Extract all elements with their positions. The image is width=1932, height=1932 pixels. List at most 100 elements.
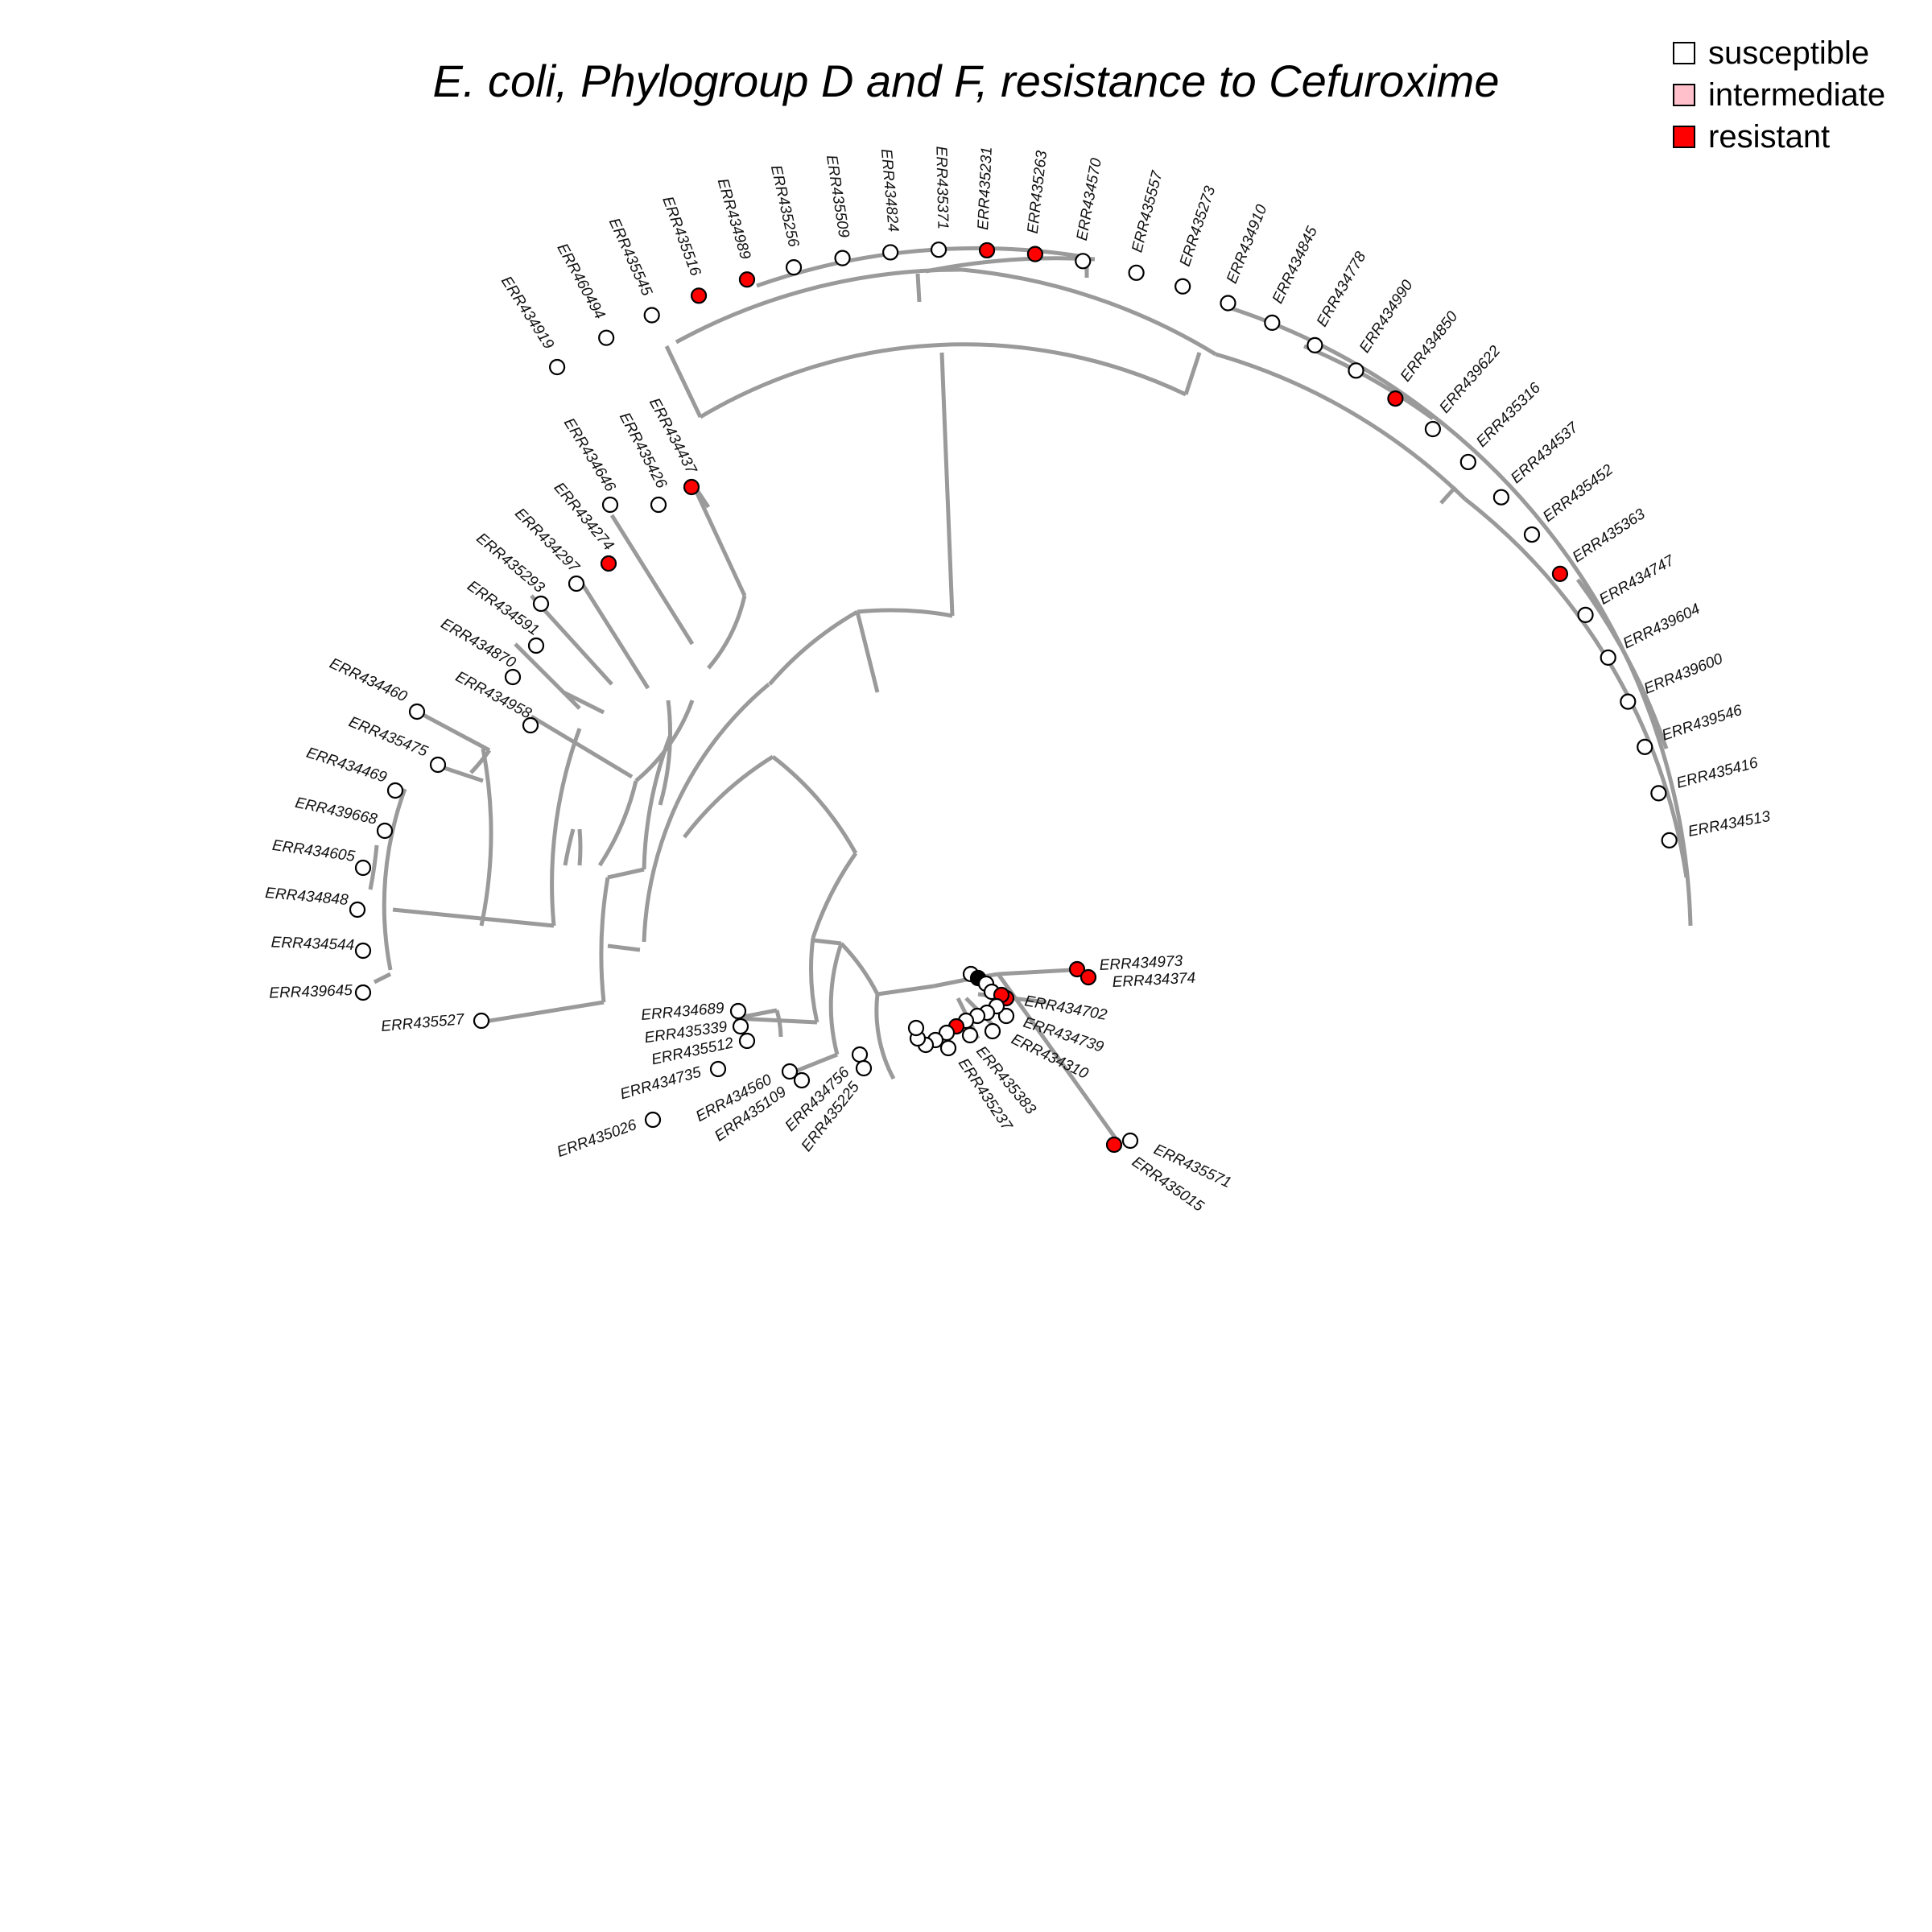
tip-marker-err435512: [738, 1032, 756, 1050]
legend-item-intermediate: intermediate: [1673, 74, 1885, 116]
tip-label-err439622: ERR439622: [1436, 342, 1504, 416]
tip-label-err434460: ERR434460: [327, 655, 410, 706]
tip-label-err435231: ERR435231: [975, 147, 996, 230]
legend-label-resistant: resistant: [1708, 118, 1831, 155]
tip-marker-err439604: [1600, 649, 1616, 666]
tip-label-err435273: ERR435273: [1177, 184, 1220, 268]
tip-marker-err435416: [1650, 785, 1667, 802]
tip-marker-err435109: [793, 1071, 811, 1089]
tip-label-err439604: ERR439604: [1620, 601, 1703, 652]
tip-label-err434778: ERR434778: [1314, 249, 1370, 330]
tip-marker-err434310: [984, 1022, 1001, 1040]
legend: susceptible intermediate resistant: [1673, 32, 1885, 158]
tip-marker-err434850: [1387, 390, 1404, 407]
tip-marker-err434989: [738, 271, 756, 288]
tip-label-err439600: ERR439600: [1641, 650, 1725, 698]
tip-label-err434570: ERR434570: [1074, 157, 1105, 242]
tip-label-err434469: ERR434469: [304, 745, 389, 786]
tip-marker-err434870: [504, 668, 522, 686]
tip-marker-err434460: [408, 703, 426, 720]
tip-label-err435263: ERR435263: [1025, 150, 1051, 235]
tip-marker-err435026: [644, 1111, 662, 1129]
tip-label-err435363: ERR435363: [1570, 506, 1649, 566]
tip-marker-err435527: [473, 1012, 490, 1030]
tip-marker-err435475: [429, 756, 447, 774]
cluster-tip-marker: [907, 1019, 925, 1037]
tip-marker-err435571: [1121, 1132, 1139, 1150]
tip-marker-err434689: [729, 1002, 747, 1020]
tip-label-err435557: ERR435557: [1129, 168, 1166, 254]
tip-marker-err435545: [643, 307, 660, 324]
tip-marker-err435557: [1128, 264, 1145, 281]
tip-label-err434735: ERR434735: [618, 1064, 704, 1104]
tip-label-err435527: ERR435527: [380, 1011, 465, 1035]
chart-title: E. coli, Phylogroup D and F, resistance …: [432, 56, 1500, 106]
tip-marker-err434958: [522, 716, 539, 734]
tip-marker-err434739: [997, 1007, 1015, 1025]
tip-marker-err435509: [834, 250, 851, 266]
tip-marker-err439622: [1424, 420, 1442, 438]
tip-label-err434989: ERR434989: [714, 176, 754, 262]
tip-marker-err435371: [930, 242, 947, 258]
legend-label-susceptible: susceptible: [1708, 35, 1870, 71]
tip-label-err435475: ERR435475: [346, 713, 430, 760]
tip-label-err434605: ERR434605: [271, 837, 357, 865]
tip-label-err434513: ERR434513: [1686, 808, 1772, 840]
cluster-tip-marker: [938, 1024, 956, 1042]
tip-label-err435509: ERR435509: [823, 154, 852, 239]
legend-swatch-susceptible: [1673, 42, 1695, 64]
tip-marker-err435225: [855, 1059, 873, 1077]
tip-marker-err434560: [781, 1063, 799, 1080]
tip-label-err435026: ERR435026: [555, 1117, 639, 1161]
tip-label-err434919: ERR434919: [497, 273, 557, 353]
tip-marker-err434469: [386, 782, 404, 799]
tip-marker-err434605: [354, 859, 372, 877]
tip-label-err439546: ERR439546: [1660, 702, 1744, 745]
tip-marker-err439645: [354, 984, 372, 1001]
tip-label-err434824: ERR434824: [877, 148, 902, 233]
tip-label-err435256: ERR435256: [767, 163, 802, 249]
tip-label-err435316: ERR435316: [1473, 379, 1544, 450]
tip-marker-err439600: [1620, 693, 1637, 710]
tip-marker-err435015: [1105, 1136, 1123, 1154]
tip-marker-err435293: [532, 595, 550, 613]
tip-label-err434990: ERR434990: [1356, 277, 1417, 356]
tip-marker-err435426: [650, 496, 667, 514]
tip-marker-err435316: [1459, 453, 1476, 471]
tip-label-err434848: ERR434848: [264, 885, 349, 909]
tip-marker-err435383: [961, 1026, 979, 1044]
tip-label-err435416: ERR435416: [1674, 754, 1760, 792]
tip-label-err434845: ERR434845: [1269, 224, 1321, 307]
tip-marker-err434591: [527, 637, 545, 654]
tip-marker-err434973: [1068, 960, 1086, 978]
tip-marker-err434544: [354, 942, 372, 960]
tip-marker-err434747: [1577, 606, 1594, 623]
tip-marker-err435452: [1523, 526, 1541, 543]
tip-marker-err435256: [785, 259, 803, 276]
tip-marker-err434848: [349, 901, 366, 919]
tip-label-err434544: ERR434544: [270, 934, 354, 954]
tip-marker-err434537: [1492, 489, 1509, 506]
tip-marker-err434990: [1348, 362, 1364, 379]
tip-label-err434850: ERR434850: [1397, 308, 1462, 385]
tip-label-err434870: ERR434870: [438, 615, 519, 671]
tip-label-err435452: ERR435452: [1540, 461, 1616, 526]
legend-item-resistant: resistant: [1673, 116, 1885, 158]
tip-marker-err434437: [683, 478, 700, 496]
tip-marker-err435273: [1174, 278, 1191, 295]
tip-marker-err435516: [690, 287, 708, 304]
tip-marker-err439668: [376, 822, 394, 840]
tip-label-err434910: ERR434910: [1224, 202, 1271, 286]
legend-swatch-resistant: [1673, 126, 1695, 148]
tip-marker-err435263: [1026, 246, 1043, 262]
legend-label-intermediate: intermediate: [1708, 76, 1886, 113]
tip-label-err434374: ERR434374: [1112, 970, 1195, 991]
tip-marker-err434570: [1075, 253, 1092, 270]
legend-swatch-intermediate: [1673, 84, 1695, 106]
tip-marker-err434919: [549, 358, 566, 376]
tip-marker-err435231: [978, 242, 996, 259]
legend-item-susceptible: susceptible: [1673, 32, 1885, 74]
tree-branches: [368, 246, 1693, 1145]
